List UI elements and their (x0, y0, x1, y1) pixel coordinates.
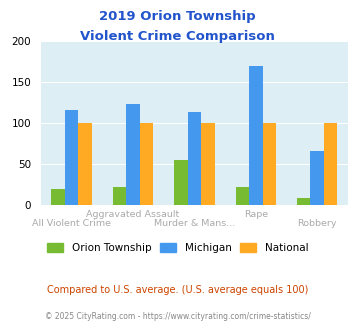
Text: Rape: Rape (244, 210, 268, 218)
Bar (310, 151, 324, 205)
Text: Robbery: Robbery (297, 219, 337, 228)
Bar (174, 160, 187, 205)
Bar (78, 123, 92, 205)
Legend: Orion Township, Michigan, National: Orion Township, Michigan, National (43, 239, 312, 257)
Bar (201, 123, 215, 205)
Text: Violent Crime Comparison: Violent Crime Comparison (80, 30, 275, 43)
Bar (297, 198, 310, 205)
Bar (65, 110, 78, 205)
Bar (140, 123, 153, 205)
Bar (263, 123, 276, 205)
Text: Compared to U.S. average. (U.S. average equals 100): Compared to U.S. average. (U.S. average … (47, 285, 308, 295)
Text: Aggravated Assault: Aggravated Assault (86, 210, 180, 218)
Bar (249, 66, 263, 205)
Bar (113, 187, 126, 205)
Text: 2019 Orion Township: 2019 Orion Township (99, 10, 256, 23)
Bar (235, 187, 249, 205)
Text: © 2025 CityRating.com - https://www.cityrating.com/crime-statistics/: © 2025 CityRating.com - https://www.city… (45, 312, 310, 321)
Text: All Violent Crime: All Violent Crime (32, 219, 111, 228)
Text: Murder & Mans...: Murder & Mans... (154, 219, 235, 228)
Bar (51, 189, 65, 205)
Bar (126, 104, 140, 205)
Bar (324, 123, 338, 205)
Bar (187, 112, 201, 205)
